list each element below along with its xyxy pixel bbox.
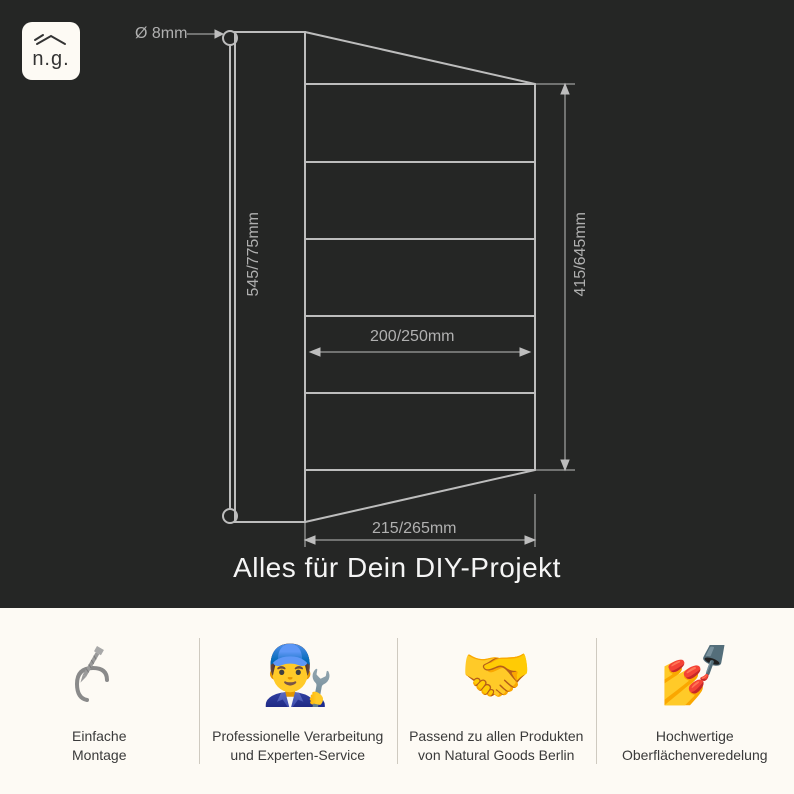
nail-polish-icon: 💅	[659, 637, 731, 715]
feature-professional: 👨‍🔧 Professionelle Verarbeitungund Exper…	[199, 608, 398, 794]
dim-width-bottom: 215/265mm	[372, 520, 457, 538]
dim-height-left: 545/775mm	[245, 212, 263, 297]
dim-diameter: Ø 8mm	[135, 25, 187, 43]
logo-text: n.g.	[32, 48, 69, 71]
dim-width-inner: 200/250mm	[370, 328, 455, 346]
brand-logo: n.g.	[22, 22, 80, 80]
handshake-icon: 🤝	[460, 637, 532, 715]
technical-drawing: Ø 8mm 545/775mm 415/645mm 200/250mm 215/…	[145, 22, 665, 552]
logo-roof-icon	[33, 32, 69, 46]
feature-finish: 💅 HochwertigeOberflächenveredelung	[596, 608, 794, 794]
feature-label: Professionelle Verarbeitungund Experten-…	[212, 727, 383, 765]
main-title: Alles für Dein DIY-Projekt	[0, 552, 794, 584]
feature-compatible: 🤝 Passend zu allen Produktenvon Natural …	[397, 608, 596, 794]
diagram-panel: n.g.	[0, 0, 794, 608]
dim-height-right: 415/645mm	[572, 212, 590, 297]
mechanic-icon: 👨‍🔧	[262, 637, 334, 715]
screw-hook-icon	[67, 637, 131, 715]
features-row: EinfacheMontage 👨‍🔧 Professionelle Verar…	[0, 608, 794, 794]
feature-label: Passend zu allen Produktenvon Natural Go…	[409, 727, 583, 765]
feature-label: HochwertigeOberflächenveredelung	[622, 727, 768, 765]
feature-label: EinfacheMontage	[72, 727, 126, 765]
feature-easy-mount: EinfacheMontage	[0, 608, 199, 794]
